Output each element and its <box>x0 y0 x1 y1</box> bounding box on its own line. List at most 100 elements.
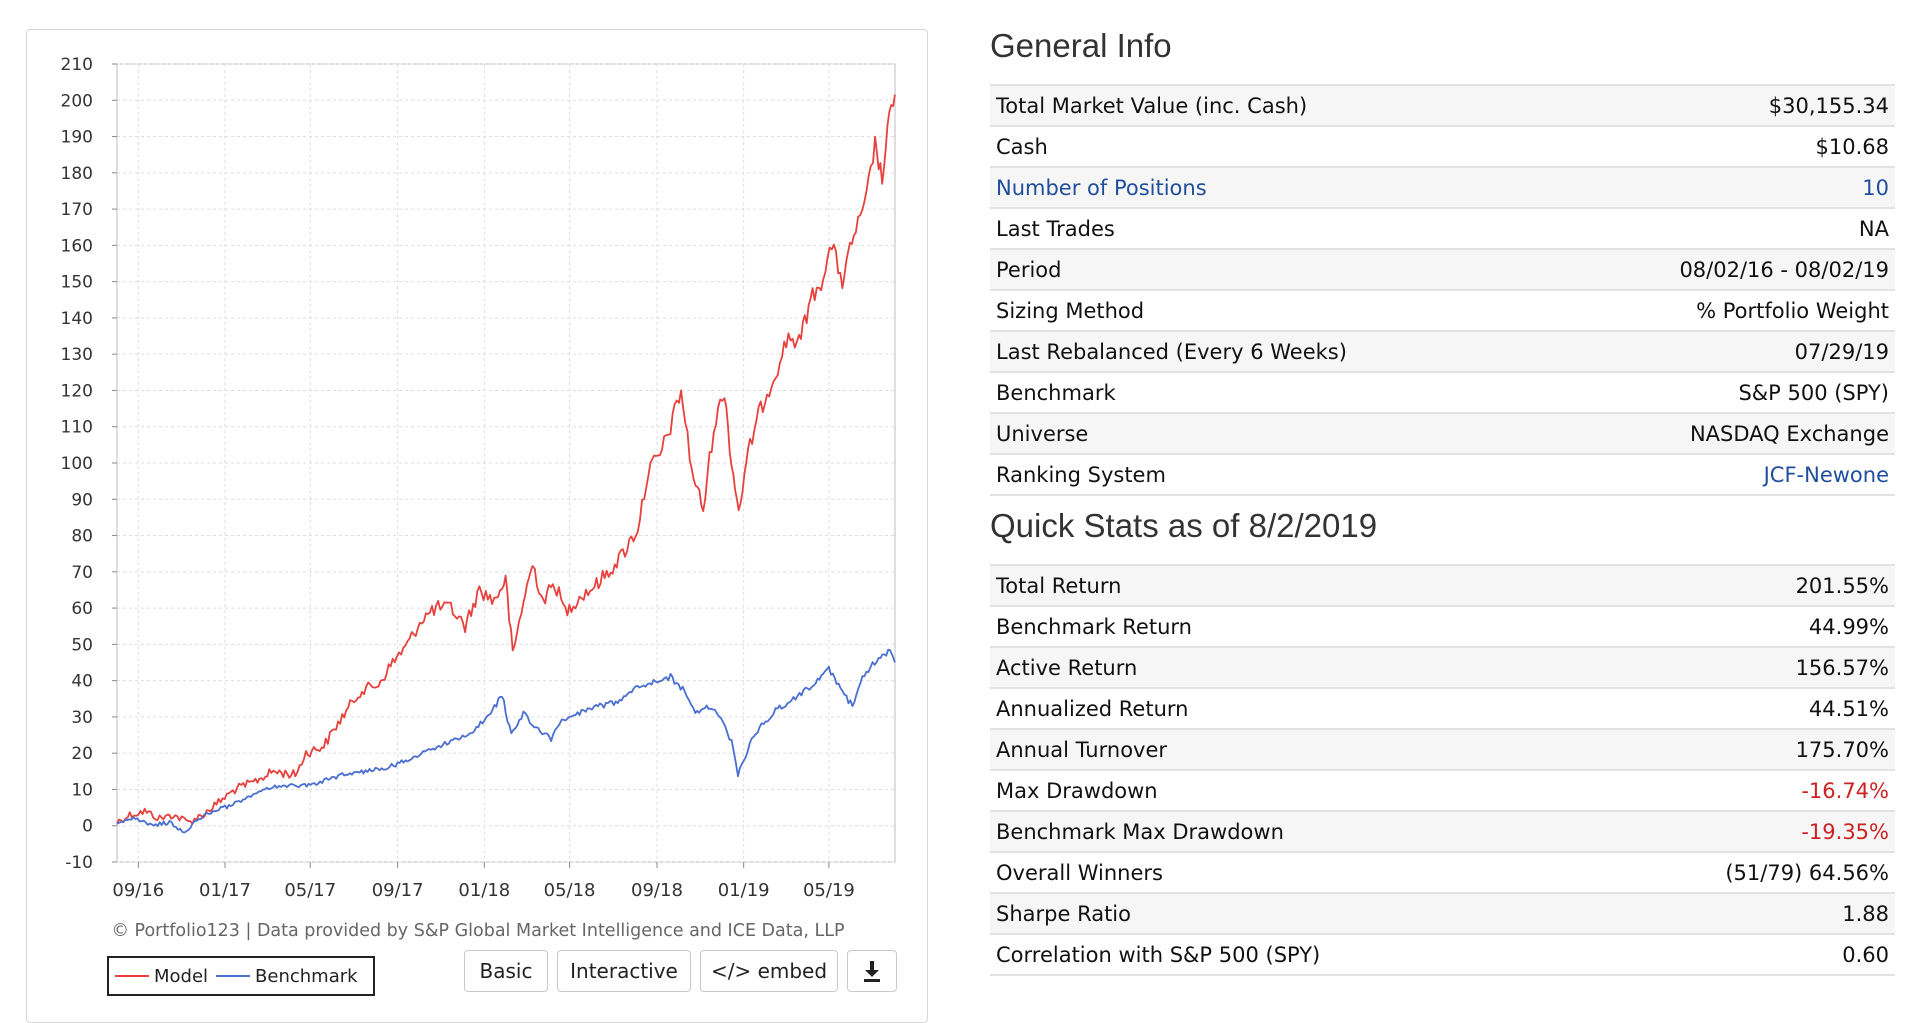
y-tick-label: 80 <box>71 527 93 547</box>
row-label: Correlation with S&P 500 (SPY) <box>996 942 1321 967</box>
row-period: Period 08/02/16 - 08/02/19 <box>990 250 1895 291</box>
row-value: $10.68 <box>1815 134 1889 159</box>
chart-grid <box>116 63 896 863</box>
row-label: Total Return <box>996 573 1122 598</box>
performance-chart: -10 0 10 20 30 40 50 60 70 80 90 100 110 120 130 140 150… <box>61 55 896 901</box>
row-label: Sharpe Ratio <box>996 901 1131 926</box>
y-tick-label: 170 <box>61 200 93 220</box>
legend-item-model[interactable]: Model <box>115 966 208 987</box>
row-cash: Cash $10.68 <box>990 127 1895 168</box>
y-tick-label: 50 <box>71 635 93 655</box>
row-value: -16.74% <box>1801 778 1889 803</box>
row-label: Period <box>996 257 1062 282</box>
x-tick-label: 05/17 <box>284 880 336 901</box>
row-benchmark-max-drawdown: Benchmark Max Drawdown -19.35% <box>990 812 1895 853</box>
row-label: Universe <box>996 421 1089 446</box>
series-line-model <box>116 94 896 825</box>
y-tick-label: 140 <box>61 309 93 329</box>
row-benchmark-return: Benchmark Return 44.99% <box>990 607 1895 648</box>
row-label: Ranking System <box>996 462 1166 487</box>
row-last-trades: Last Trades NA <box>990 209 1895 250</box>
y-tick-label: 110 <box>61 418 93 438</box>
row-last-rebalanced: Last Rebalanced (Every 6 Weeks) 07/29/19 <box>990 332 1895 373</box>
y-tick-label: 200 <box>61 91 93 111</box>
row-value: NASDAQ Exchange <box>1689 421 1889 446</box>
y-tick-label: 90 <box>71 490 93 510</box>
quick-stats-table: Total Return 201.55% Benchmark Return 44… <box>990 564 1895 976</box>
row-sharpe-ratio: Sharpe Ratio 1.88 <box>990 894 1895 935</box>
row-max-drawdown: Max Drawdown -16.74% <box>990 771 1895 812</box>
y-tick-label: 180 <box>61 164 93 184</box>
row-value: $30,155.34 <box>1768 93 1889 118</box>
row-label: Sizing Method <box>996 298 1145 323</box>
row-value: 44.99% <box>1808 614 1889 639</box>
y-tick-label: 100 <box>61 454 93 474</box>
x-tick-label: 09/18 <box>631 880 683 901</box>
row-value: 07/29/19 <box>1794 339 1889 364</box>
row-overall-winners: Overall Winners (51/79) 64.56% <box>990 853 1895 894</box>
y-tick-label: 120 <box>61 381 93 401</box>
number-of-positions-link[interactable]: Number of Positions <box>996 175 1207 200</box>
download-button[interactable] <box>847 950 897 992</box>
y-tick-label: 20 <box>71 744 93 764</box>
y-tick-label: -10 <box>65 853 93 873</box>
chart-legend: Model Benchmark <box>107 956 375 996</box>
y-tick-label: 60 <box>71 599 93 619</box>
row-label: Last Trades <box>996 216 1115 241</box>
row-label: Max Drawdown <box>996 778 1158 803</box>
y-tick-label: 40 <box>71 672 93 692</box>
x-tick-label: 01/19 <box>718 880 770 901</box>
row-value: 1.88 <box>1842 901 1889 926</box>
data-credit: © Portfolio123 | Data provided by S&P Gl… <box>111 921 845 941</box>
legend-swatch-model <box>115 975 149 977</box>
general-info-table: Total Market Value (inc. Cash) $30,155.3… <box>990 84 1895 496</box>
row-label: Annual Turnover <box>996 737 1168 762</box>
row-value: 156.57% <box>1795 655 1889 680</box>
y-tick-label: 130 <box>61 345 93 365</box>
row-label: Total Market Value (inc. Cash) <box>996 93 1308 118</box>
row-value: 0.60 <box>1842 942 1889 967</box>
legend-item-benchmark[interactable]: Benchmark <box>216 966 358 987</box>
legend-label-benchmark: Benchmark <box>255 965 358 987</box>
ranking-system-link[interactable]: JCF-Newone <box>1763 462 1889 487</box>
row-value: -19.35% <box>1801 819 1889 844</box>
row-label: Annualized Return <box>996 696 1189 721</box>
row-value: (51/79) 64.56% <box>1725 860 1889 885</box>
y-tick-label: 70 <box>71 563 93 583</box>
row-value: 08/02/16 - 08/02/19 <box>1679 257 1889 282</box>
y-tick-label: 190 <box>61 128 93 148</box>
interactive-button[interactable]: Interactive <box>557 950 691 992</box>
row-label: Benchmark Max Drawdown <box>996 819 1284 844</box>
y-tick-label: 30 <box>71 708 93 728</box>
row-label: Benchmark <box>996 380 1116 405</box>
legend-label-model: Model <box>154 965 209 987</box>
row-benchmark: Benchmark S&P 500 (SPY) <box>990 373 1895 414</box>
y-tick-label: 10 <box>71 780 93 800</box>
row-value: % Portfolio Weight <box>1696 298 1889 323</box>
x-tick-label: 05/18 <box>544 880 596 901</box>
y-tick-label: 160 <box>61 236 93 256</box>
row-label: Overall Winners <box>996 860 1163 885</box>
general-info-title: General Info <box>990 27 1172 64</box>
x-tick-label: 01/18 <box>458 880 510 901</box>
row-universe: Universe NASDAQ Exchange <box>990 414 1895 455</box>
basic-button[interactable]: Basic <box>464 950 548 992</box>
y-tick-label: 210 <box>61 55 93 75</box>
row-value: 175.70% <box>1795 737 1889 762</box>
chart-axes: -10 0 10 20 30 40 50 60 70 80 90 100 110 120 130 140 150… <box>61 55 855 901</box>
row-value: S&P 500 (SPY) <box>1738 380 1889 405</box>
series-line-benchmark <box>116 648 896 834</box>
x-tick-label: 01/17 <box>199 880 251 901</box>
row-annual-turnover: Annual Turnover 175.70% <box>990 730 1895 771</box>
row-ranking-system: Ranking System JCF-Newone <box>990 455 1895 496</box>
row-value: NA <box>1858 216 1889 241</box>
embed-button[interactable]: </> embed <box>700 950 838 992</box>
legend-swatch-benchmark <box>216 975 251 977</box>
row-value: 201.55% <box>1795 573 1889 598</box>
row-total-market-value: Total Market Value (inc. Cash) $30,155.3… <box>990 86 1895 127</box>
y-tick-label: 0 <box>82 817 93 837</box>
row-active-return: Active Return 156.57% <box>990 648 1895 689</box>
row-value: 44.51% <box>1808 696 1889 721</box>
row-number-of-positions: Number of Positions 10 <box>990 168 1895 209</box>
number-of-positions-value-link[interactable]: 10 <box>1862 175 1889 200</box>
